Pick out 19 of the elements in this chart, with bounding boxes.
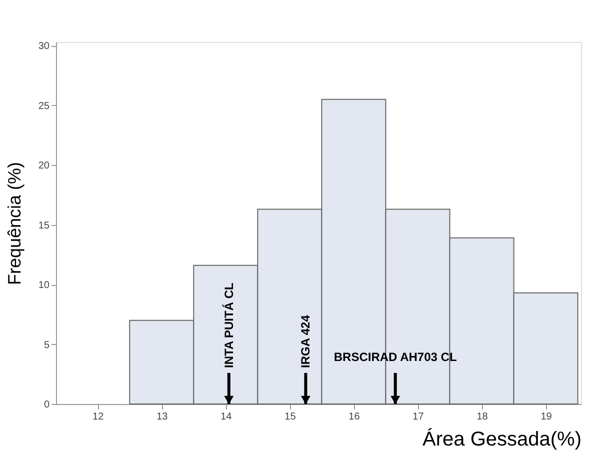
y-tick-label: 10	[38, 280, 50, 292]
x-axis-title: Área Gessada(%)	[422, 428, 582, 450]
x-tick-label: 15	[284, 412, 296, 422]
y-axis-title: Frequência (%)	[4, 162, 24, 286]
annotation: INTA PUITÁ CL	[222, 282, 236, 368]
y-tick-label: 0	[44, 400, 50, 410]
x-tick-label: 18	[476, 412, 488, 422]
y-tick-label: 5	[44, 340, 50, 351]
x-tick-label: 16	[348, 412, 360, 422]
x-tick-label: 13	[156, 412, 168, 422]
y-tick-label: 20	[38, 160, 50, 172]
x-tick-label: 17	[412, 412, 424, 422]
annotation: IRGA 424	[298, 314, 313, 368]
x-tick-label: 12	[92, 412, 104, 422]
y-tick-label: 15	[38, 220, 50, 232]
y-tick-label: 30	[38, 41, 50, 52]
x-tick-label: 19	[540, 412, 552, 422]
x-tick-label: 14	[220, 412, 232, 422]
y-tick-label: 25	[38, 100, 50, 112]
